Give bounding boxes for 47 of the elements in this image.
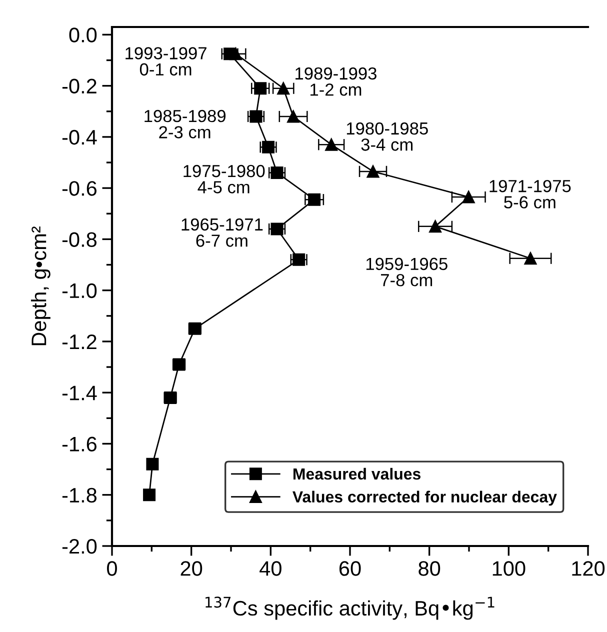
point xyxy=(143,488,156,502)
y-tick-label: -0.8 xyxy=(62,232,97,247)
point xyxy=(146,458,159,470)
point xyxy=(277,82,290,95)
point xyxy=(462,190,475,204)
point xyxy=(262,140,275,154)
annotation: 1975-1980 4-5 cm xyxy=(184,164,265,194)
y-tick-label: -2.0 xyxy=(62,539,97,554)
annotation: 1959-1965 7-8 cm xyxy=(366,258,448,286)
point xyxy=(366,165,380,178)
x-tick-label: 60 xyxy=(339,561,361,576)
point xyxy=(254,82,267,95)
annotation: 1971-1975 5-6 cm xyxy=(490,180,571,208)
point xyxy=(287,110,300,123)
annotation: 1980-1985 3-4 cm xyxy=(346,122,428,151)
annotation: 1993-1997 0-1 cm xyxy=(126,47,206,76)
point xyxy=(230,48,242,60)
y-tick-label: -0.4 xyxy=(62,130,97,145)
x-tick-label: 20 xyxy=(180,561,202,576)
point xyxy=(270,166,284,179)
legend-label: Values corrected for nuclear decay xyxy=(292,490,557,506)
y-tick-label: -1.2 xyxy=(62,334,96,350)
x-axis-title: $^{137}$Cs specific activity, Bq•kg$^{−1}$ xyxy=(206,596,494,620)
legend-label: Measured values xyxy=(293,468,420,480)
y-tick-label: -1.0 xyxy=(62,283,97,298)
y-tick-label: -0.6 xyxy=(62,181,97,196)
y-tick-label: -1.4 xyxy=(62,386,97,400)
y-tick-label: -0.2 xyxy=(62,78,96,94)
annotation: 1989-1993 1-2 cm xyxy=(296,67,376,96)
y-tick-label: -1.6 xyxy=(62,436,97,452)
annotation: 1985-1989 2-3 cm xyxy=(144,110,226,138)
point xyxy=(325,138,338,151)
point xyxy=(250,110,262,123)
x-tick-label: 120 xyxy=(572,561,605,576)
x-tick-label: 0 xyxy=(107,561,117,576)
x-tick-label: 40 xyxy=(260,561,282,576)
y-tick-label: 0.0 xyxy=(69,28,97,42)
point xyxy=(270,222,284,236)
x-tick-label: 80 xyxy=(418,561,440,576)
point xyxy=(308,193,321,206)
y-axis-title: Depth, g•cm² xyxy=(30,226,50,346)
annotation: 1965-1971 6-7 cm xyxy=(182,218,263,247)
point xyxy=(524,252,537,265)
point xyxy=(292,253,306,266)
y-tick-label: -1.8 xyxy=(62,488,97,503)
point xyxy=(429,220,442,233)
x-tick-label: 100 xyxy=(492,561,526,576)
